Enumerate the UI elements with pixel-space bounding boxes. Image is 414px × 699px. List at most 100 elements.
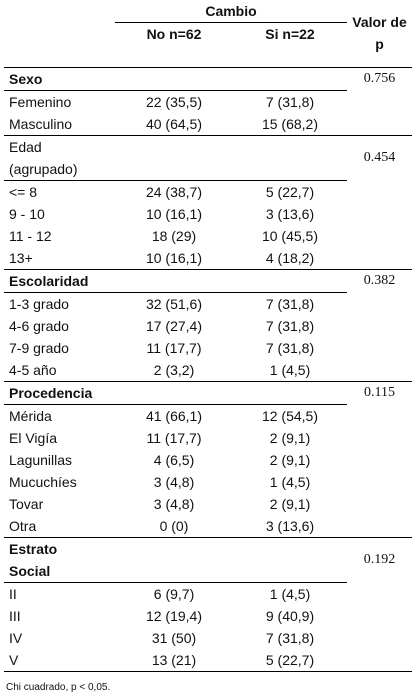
row-value-no: 41 (66,1) xyxy=(115,403,233,427)
table-body: Sexo 0.756 Femenino 22 (35,5) 7 (31,8) Mascul… xyxy=(4,66,412,672)
section-empty-si xyxy=(233,380,347,404)
row-value-si: 1 (4,5) xyxy=(269,361,311,378)
section-title: Procedencia xyxy=(4,380,115,404)
table-row: Masculino 40 (64,5) 15 (68,2) xyxy=(4,113,412,136)
table-row: Tovar 3 (4,8) 2 (9,1) xyxy=(4,493,412,515)
row-value-si: 3 (13,6) xyxy=(265,517,315,534)
row-value-no: 11 (17,7) xyxy=(146,429,202,446)
table-header: Cambio Valor de p No n=62 Si n=22 xyxy=(4,0,412,68)
row-value-si: 15 (68,2) xyxy=(261,115,319,132)
row-label: Lagunillas xyxy=(9,451,73,468)
section-title: Estrato Social xyxy=(4,536,115,582)
table-row: 13+ 10 (16,1) 4 (18,2) xyxy=(4,247,412,270)
row-empty-p xyxy=(347,315,412,337)
row-empty-p xyxy=(347,471,412,493)
row-empty-p xyxy=(347,449,412,471)
section-empty-no xyxy=(115,66,233,90)
row-value-no: 3 (4,8) xyxy=(153,473,195,490)
footnote: Chi cuadrado, p < 0,05. xyxy=(6,682,111,693)
section-p-value: 0.192 xyxy=(347,536,412,582)
section-empty-si xyxy=(233,66,347,90)
section-title: Edad (agrupado) xyxy=(4,134,115,180)
row-empty-p xyxy=(347,225,412,247)
row-label: Tovar xyxy=(9,495,44,512)
table-row: Lagunillas 4 (6,5) 2 (9,1) xyxy=(4,449,412,471)
header-empty-cell xyxy=(4,0,115,23)
section-p-value: 0.454 xyxy=(347,134,412,180)
row-value-si: 5 (22,7) xyxy=(233,179,347,203)
section-empty-no xyxy=(115,380,233,404)
row-label: 4-6 grado xyxy=(9,317,69,334)
section-row: Procedencia 0.115 xyxy=(4,380,412,404)
section-row: Estrato Social 0.192 xyxy=(4,536,412,582)
row-label: Masculino xyxy=(9,115,73,132)
section-empty-no xyxy=(115,134,233,180)
row-empty-p xyxy=(347,113,412,136)
row-value-no: 31 (50) xyxy=(151,629,197,646)
section-title-line1: Estrato xyxy=(9,540,58,557)
row-empty-p xyxy=(347,337,412,359)
row-label: Mérida xyxy=(4,403,115,427)
row-value-si: 7 (31,8) xyxy=(265,317,315,334)
section-row: Edad (agrupado) 0.454 xyxy=(4,134,412,180)
row-empty-p xyxy=(347,247,412,270)
section-title-line2: Social xyxy=(9,562,51,579)
section-empty-no xyxy=(115,536,233,582)
table-row: V 13 (21) 5 (22,7) xyxy=(4,648,412,672)
table-row: II 6 (9,7) 1 (4,5) xyxy=(4,581,412,605)
section-title-line2: (agrupado) xyxy=(9,160,78,177)
table-row: 1-3 grado 32 (51,6) 7 (31,8) xyxy=(4,291,412,315)
table-row: Mérida 41 (66,1) 12 (54,5) xyxy=(4,403,412,427)
row-value-si: 10 (45,5) xyxy=(261,227,319,244)
header-col-si: Si n=22 xyxy=(233,22,347,68)
row-empty-p xyxy=(347,648,412,672)
row-empty-p xyxy=(347,427,412,449)
row-label: Otra xyxy=(9,517,37,534)
section-row: Sexo 0.756 xyxy=(4,66,412,90)
row-value-no: 32 (51,6) xyxy=(115,291,233,315)
row-empty-p xyxy=(347,493,412,515)
row-value-no: 40 (64,5) xyxy=(145,115,203,132)
row-value-si: 7 (31,8) xyxy=(233,291,347,315)
row-label: 1-3 grado xyxy=(4,291,115,315)
row-label: Mucuchíes xyxy=(9,473,77,490)
row-value-no: 22 (35,5) xyxy=(115,89,233,113)
row-value-si: 7 (31,8) xyxy=(265,629,315,646)
row-value-no: 3 (4,8) xyxy=(153,495,195,512)
header-col-no: No n=62 xyxy=(115,22,233,68)
row-empty-p xyxy=(347,627,412,649)
row-value-no: 24 (38,7) xyxy=(115,179,233,203)
results-table: Cambio Valor de p No n=62 Si n=22 Sexo 0.… xyxy=(4,0,412,672)
row-empty-p xyxy=(347,404,412,427)
row-value-no: 4 (6,5) xyxy=(153,451,195,468)
row-value-si: 7 (31,8) xyxy=(233,89,347,113)
row-value-no: 10 (16,1) xyxy=(145,205,203,222)
header-label-cell xyxy=(4,22,115,68)
row-empty-p xyxy=(347,605,412,627)
row-label: 13+ xyxy=(9,249,33,266)
row-label: V xyxy=(4,648,115,672)
section-p-value: 0.382 xyxy=(347,268,412,292)
table-row: Mucuchíes 3 (4,8) 1 (4,5) xyxy=(4,471,412,493)
row-value-si: 2 (9,1) xyxy=(269,451,311,468)
section-empty-si xyxy=(233,134,347,180)
section-p-value: 0.756 xyxy=(347,66,412,90)
section-empty-no xyxy=(115,268,233,292)
row-empty-p xyxy=(347,180,412,203)
header-valor-line1: Valor de xyxy=(352,14,407,31)
row-value-si: 2 (9,1) xyxy=(269,429,311,446)
row-value-no: 2 (3,2) xyxy=(153,361,195,378)
row-empty-p xyxy=(347,515,412,538)
table-row: Femenino 22 (35,5) 7 (31,8) xyxy=(4,89,412,113)
row-value-si: 2 (9,1) xyxy=(269,495,311,512)
row-label: 4-5 año xyxy=(9,361,57,378)
row-value-no: 0 (0) xyxy=(159,517,189,534)
table-row: III 12 (19,4) 9 (40,9) xyxy=(4,605,412,627)
table-row: Otra 0 (0) 3 (13,6) xyxy=(4,515,412,538)
row-empty-p xyxy=(347,582,412,605)
row-label: Femenino xyxy=(4,89,115,113)
section-title: Sexo xyxy=(4,66,115,90)
row-value-si: 5 (22,7) xyxy=(233,648,347,672)
table-row: 9 - 10 10 (16,1) 3 (13,6) xyxy=(4,203,412,225)
section-title-line1: Edad xyxy=(9,138,42,155)
